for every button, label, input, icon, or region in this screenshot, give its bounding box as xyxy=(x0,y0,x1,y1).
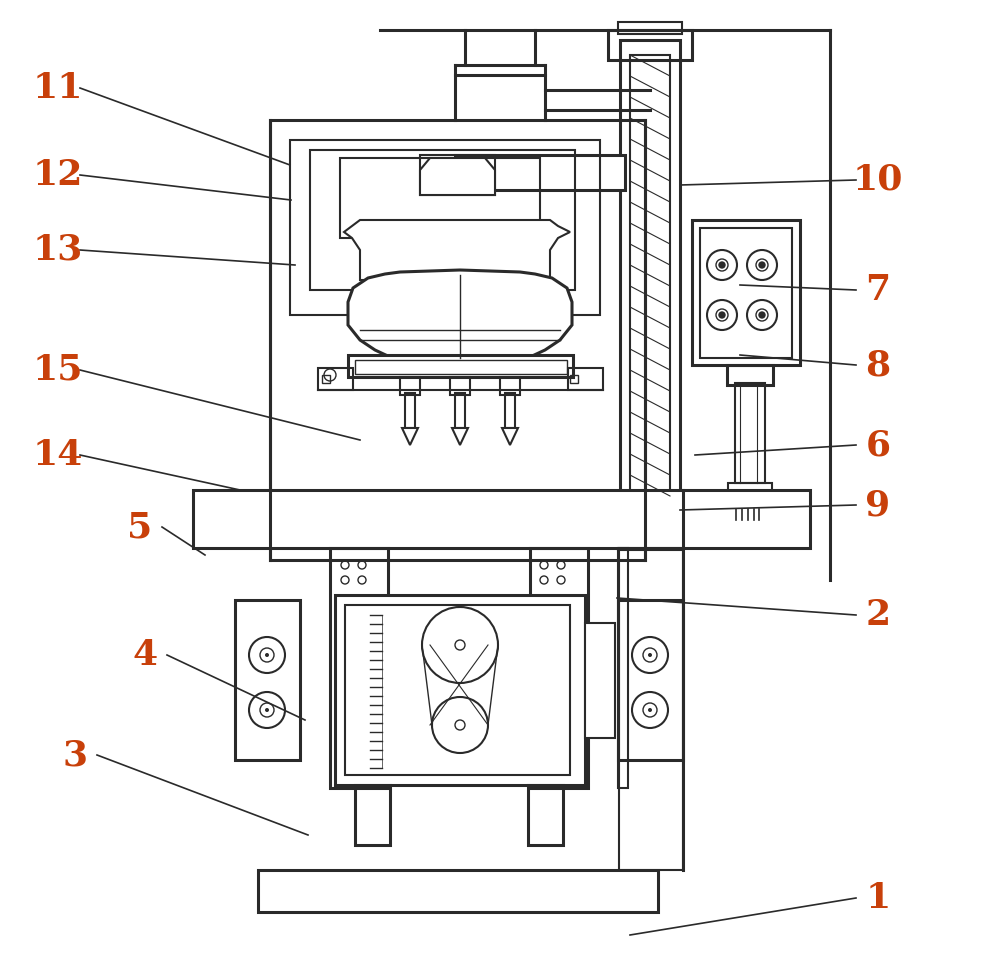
Bar xyxy=(340,158,540,238)
Text: 13: 13 xyxy=(33,233,83,267)
Text: 8: 8 xyxy=(865,348,891,382)
Bar xyxy=(505,393,515,428)
Text: 6: 6 xyxy=(865,428,891,462)
Circle shape xyxy=(759,262,765,268)
Bar xyxy=(355,785,390,845)
Bar xyxy=(405,393,415,428)
Text: 7: 7 xyxy=(865,273,891,307)
Text: 10: 10 xyxy=(853,163,903,197)
Circle shape xyxy=(265,653,269,657)
Bar xyxy=(310,150,575,290)
Text: 5: 5 xyxy=(127,510,153,544)
Bar xyxy=(318,368,353,390)
Bar xyxy=(355,360,567,374)
Bar xyxy=(585,623,615,738)
Bar xyxy=(630,55,670,515)
Text: 12: 12 xyxy=(33,158,83,192)
Bar xyxy=(570,375,578,383)
Bar xyxy=(620,40,680,530)
Polygon shape xyxy=(452,428,468,445)
Bar xyxy=(618,22,682,34)
Polygon shape xyxy=(348,270,572,360)
Polygon shape xyxy=(402,428,418,445)
Bar xyxy=(455,393,465,428)
Text: 4: 4 xyxy=(132,638,158,672)
Bar xyxy=(455,155,625,190)
Circle shape xyxy=(648,653,652,657)
Bar xyxy=(622,520,678,540)
Text: 9: 9 xyxy=(865,488,891,522)
Bar xyxy=(330,548,388,788)
Bar xyxy=(348,355,573,377)
Bar xyxy=(692,220,800,365)
Bar xyxy=(235,600,300,760)
Circle shape xyxy=(759,312,765,318)
Bar xyxy=(608,30,692,60)
Bar xyxy=(193,490,810,548)
Bar xyxy=(400,377,420,395)
Text: 15: 15 xyxy=(33,353,83,387)
Bar xyxy=(450,377,470,395)
Bar xyxy=(258,870,658,912)
Bar xyxy=(530,548,588,788)
Circle shape xyxy=(648,708,652,712)
Bar xyxy=(345,605,570,775)
Bar xyxy=(732,501,768,509)
Bar xyxy=(618,600,683,760)
Bar xyxy=(270,120,645,560)
Bar xyxy=(618,538,682,550)
Bar xyxy=(290,140,600,315)
Bar xyxy=(618,548,628,788)
Polygon shape xyxy=(420,158,495,195)
Bar xyxy=(700,228,792,358)
Text: 2: 2 xyxy=(865,598,891,632)
Bar xyxy=(568,368,603,390)
Bar xyxy=(420,155,495,195)
Bar xyxy=(447,278,469,303)
Bar xyxy=(728,483,772,501)
Text: 14: 14 xyxy=(33,438,83,472)
Circle shape xyxy=(719,312,725,318)
Text: 1: 1 xyxy=(865,881,891,915)
Bar xyxy=(322,375,330,383)
Bar xyxy=(619,548,683,870)
Circle shape xyxy=(719,262,725,268)
Bar xyxy=(528,785,563,845)
Circle shape xyxy=(265,708,269,712)
Text: 11: 11 xyxy=(33,71,83,105)
Bar xyxy=(500,377,520,395)
Bar xyxy=(727,365,773,385)
Text: 3: 3 xyxy=(62,738,88,772)
Polygon shape xyxy=(344,220,570,280)
Bar xyxy=(335,595,585,785)
Polygon shape xyxy=(502,428,518,445)
Bar xyxy=(735,383,765,483)
